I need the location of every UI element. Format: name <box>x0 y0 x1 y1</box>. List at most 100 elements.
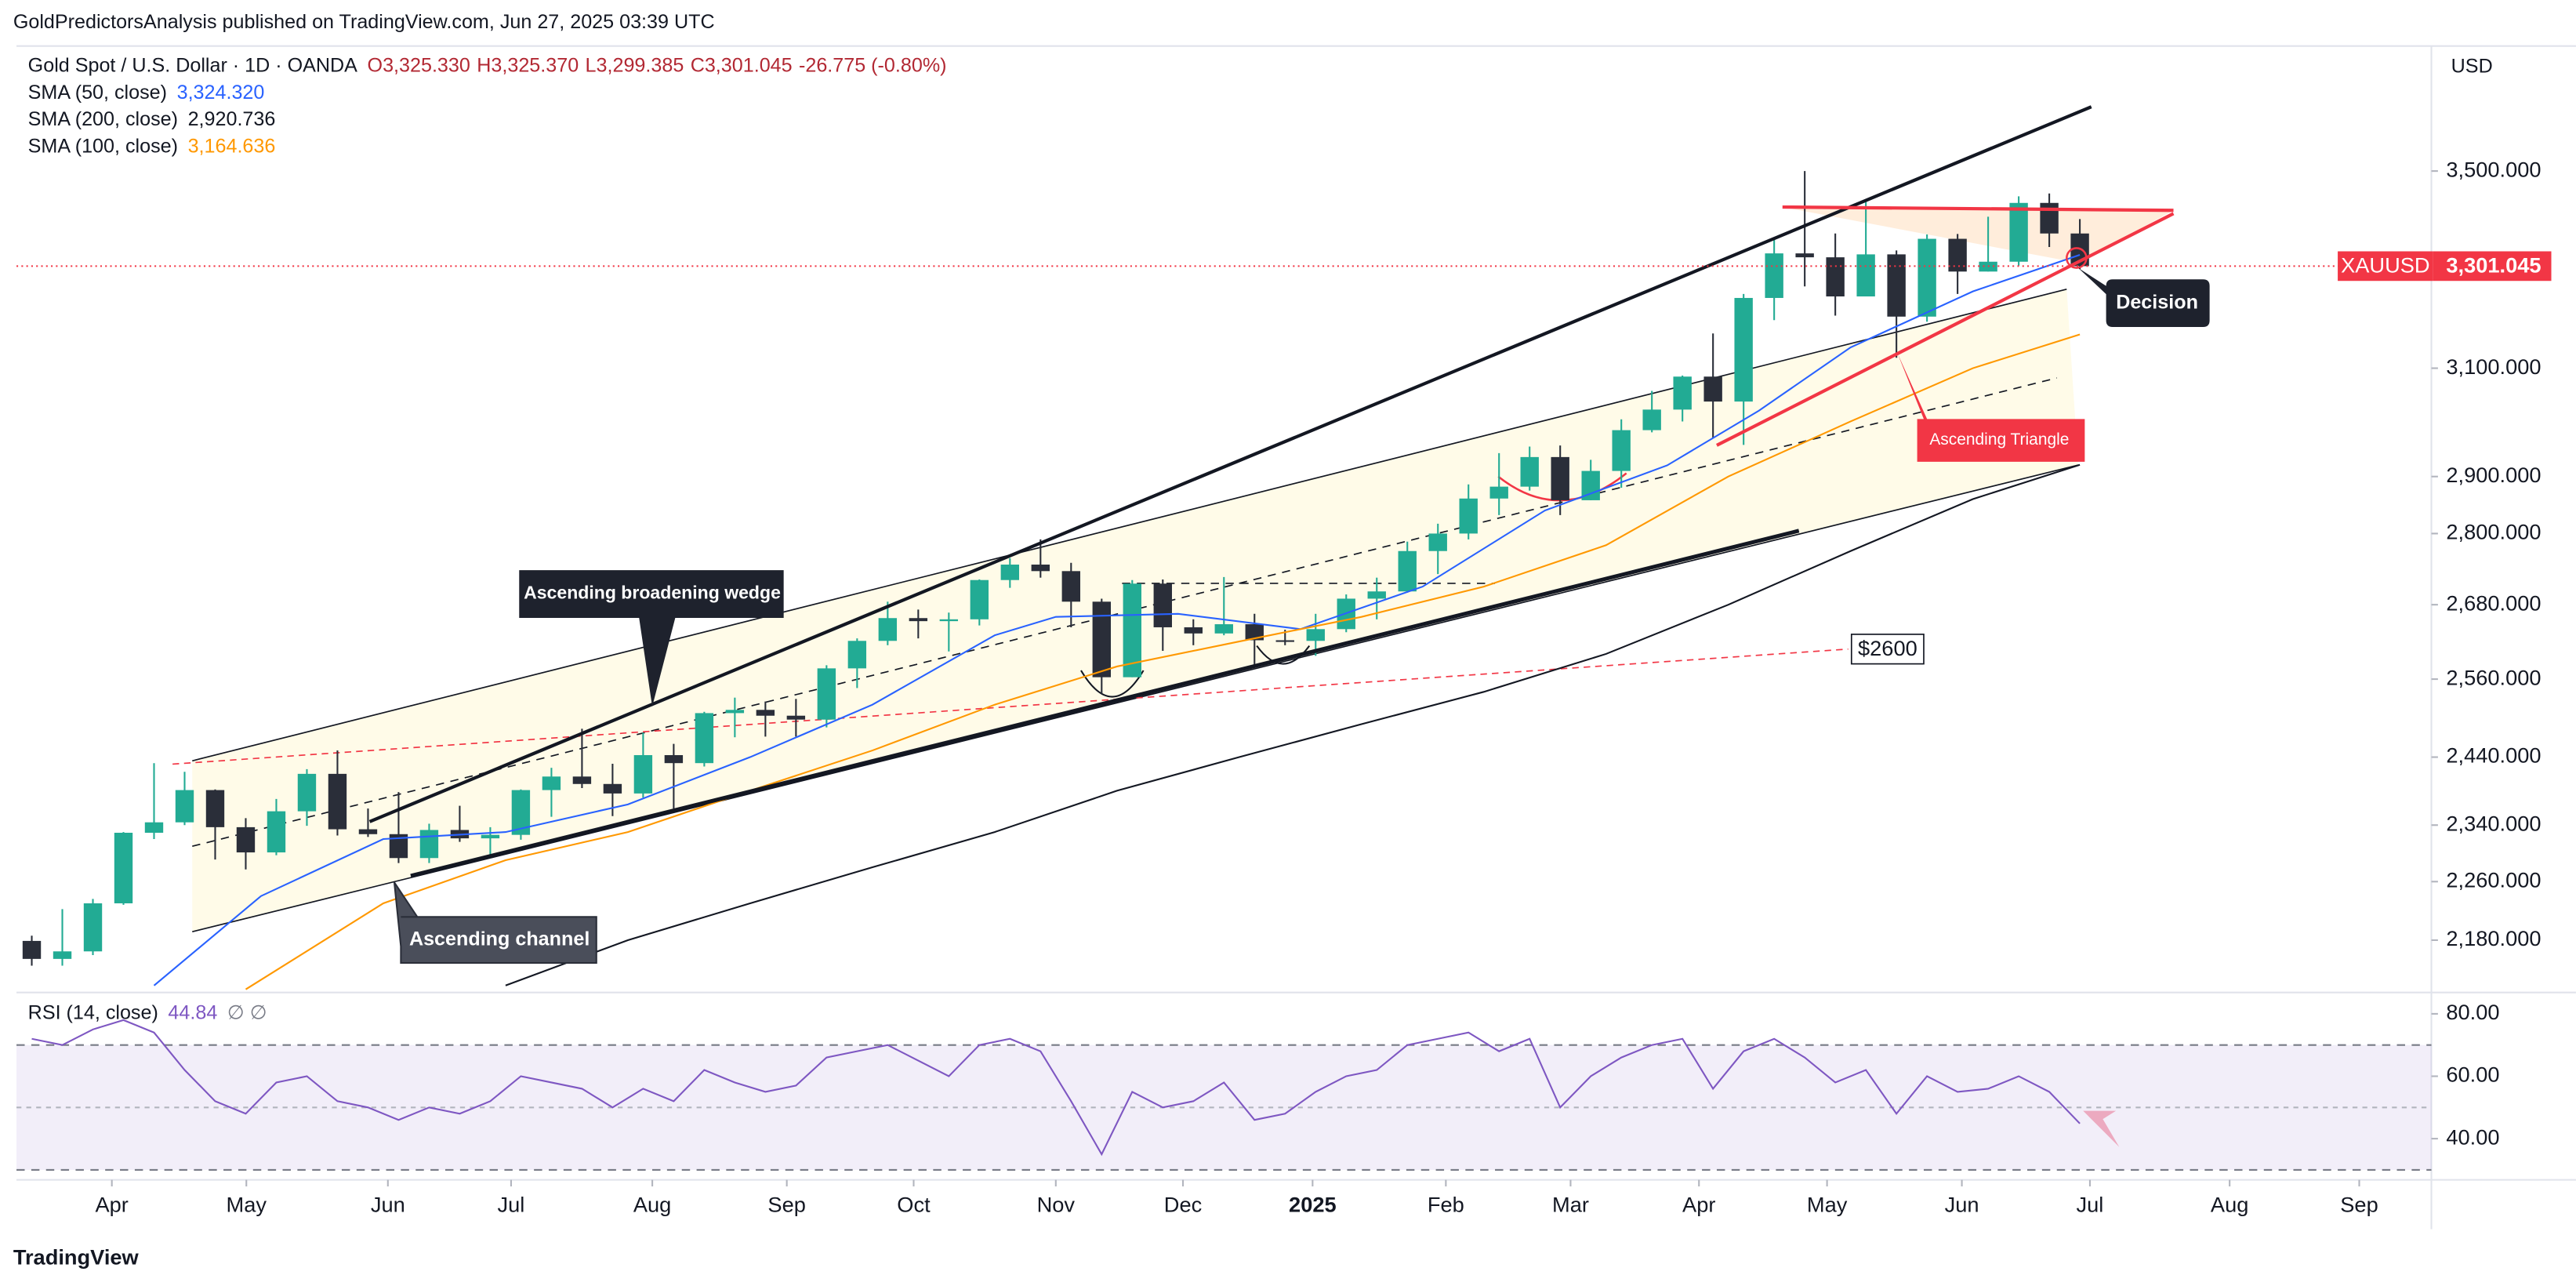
candles <box>22 171 2089 990</box>
candle-body <box>1520 456 1539 487</box>
triangle-top <box>1782 205 2174 213</box>
symbol-label: XAUUSD <box>2341 253 2430 278</box>
x-tick-label: Aug <box>2211 1192 2248 1216</box>
x-tick-label: Jul <box>2077 1192 2104 1216</box>
currency: USD <box>2451 56 2493 78</box>
candle-body <box>1856 254 1875 297</box>
candle-body <box>1153 583 1172 627</box>
annotation: Ascending broadening wedge <box>524 583 781 603</box>
candle-body <box>1642 409 1661 430</box>
price-label: 3,301.045 <box>2446 253 2541 278</box>
drawings <box>172 207 2174 933</box>
annotation: $2600 <box>1858 636 1917 660</box>
sma-line <box>505 463 2081 986</box>
y-tick-label: 80.00 <box>2446 1000 2499 1024</box>
candle-body <box>1887 254 1906 317</box>
x-tick-label: Jun <box>371 1192 405 1216</box>
candle-body <box>358 829 378 834</box>
triangle-fill <box>1782 207 2174 263</box>
legend-name: SMA (50, close) <box>28 82 167 104</box>
ohlc-label: L3,299.385 <box>586 55 684 77</box>
candle-body <box>1214 624 1233 634</box>
candle-body <box>847 641 867 669</box>
x-tick-label: Jun <box>1945 1192 1979 1216</box>
y-tick-label: 2,560.000 <box>2446 665 2541 689</box>
candle-body <box>1092 601 1111 678</box>
x-tick-label: Mar <box>1552 1192 1589 1216</box>
candle-body <box>1826 257 1845 297</box>
x-tick-label: Apr <box>95 1192 128 1216</box>
level-line <box>172 648 1849 765</box>
x-tick-label: Sep <box>2340 1192 2378 1216</box>
legend-value: 3,164.636 <box>188 135 276 157</box>
rsi-value: 44.84 <box>168 1002 217 1024</box>
candle-body <box>236 826 256 853</box>
candle-body <box>1734 297 1753 402</box>
candle-body <box>1275 640 1294 642</box>
price-tag <box>2433 251 2552 282</box>
candle-body <box>1245 624 1264 641</box>
arrow <box>2083 1110 2120 1147</box>
candle-body <box>2040 202 2059 234</box>
triangle-bottom <box>1715 212 2175 447</box>
candle-body <box>633 754 653 794</box>
candle-body <box>878 618 898 641</box>
callout <box>2077 267 2210 328</box>
callout <box>1897 353 2085 462</box>
y-tick-label: 3,500.000 <box>2446 157 2541 181</box>
sma-line <box>153 254 2081 986</box>
y-tick-label: 2,900.000 <box>2446 463 2541 487</box>
legend: Gold Spot / U.S. Dollar · 1D · OANDA SMA… <box>28 55 947 158</box>
candle-body <box>695 713 714 764</box>
y-tick-label: 2,680.000 <box>2446 590 2541 615</box>
candle-body <box>1612 430 1631 471</box>
candle-body <box>1551 456 1569 500</box>
wedge-lower <box>410 529 1800 878</box>
candle-body <box>909 618 928 622</box>
candle-body <box>1459 498 1478 534</box>
x-tick-label: 2025 <box>1289 1192 1337 1216</box>
candle-body <box>389 834 408 859</box>
brand: TradingView <box>13 1244 140 1269</box>
candle-body <box>725 710 745 714</box>
ohlc-label: O3,325.330 <box>368 55 470 77</box>
annotation: Decision <box>2116 291 2198 313</box>
x-tick-label: Dec <box>1164 1192 1202 1216</box>
legend-name: SMA (200, close) <box>28 108 178 130</box>
callout <box>519 570 784 707</box>
decision-point <box>2066 247 2088 269</box>
candle-body <box>1948 238 1967 272</box>
candle-body <box>1367 591 1386 599</box>
ohlc-label: H3,325.370 <box>477 55 579 77</box>
candle-body <box>328 773 347 830</box>
x-tick-label: Oct <box>897 1192 931 1216</box>
x-tick-label: Aug <box>633 1192 671 1216</box>
candle-body <box>1123 583 1141 678</box>
candle-body <box>1795 253 1814 258</box>
candle-body <box>603 783 622 794</box>
annotation: Ascending Triangle <box>1929 430 2069 449</box>
y-tick-label: 2,260.000 <box>2446 868 2541 892</box>
candle-body <box>1673 376 1692 410</box>
candle-body <box>22 940 42 959</box>
candle-body <box>2009 202 2028 262</box>
callout <box>393 881 597 964</box>
candle-body <box>1428 533 1447 551</box>
arc <box>1080 670 1145 698</box>
candle-body <box>1306 629 1325 641</box>
x-tick-label: Jul <box>498 1192 525 1216</box>
annotation: Ascending channel <box>409 928 590 950</box>
candle-body <box>970 579 989 619</box>
candle-body <box>542 776 561 790</box>
symbol-tag <box>2338 251 2433 282</box>
legend-name: SMA (100, close) <box>28 135 178 157</box>
candle-body <box>1061 571 1081 602</box>
x-tick-label: May <box>1807 1192 1848 1216</box>
candle-body <box>511 790 531 835</box>
candle-body <box>267 811 286 853</box>
x-tick-label: Apr <box>1682 1192 1715 1216</box>
candle-body <box>144 822 164 833</box>
callout <box>1850 634 1925 665</box>
rsi-pane: 40.00 60.00 80.00 RSI (14, close) 44.84 ∅ ∅ <box>16 1000 2500 1171</box>
